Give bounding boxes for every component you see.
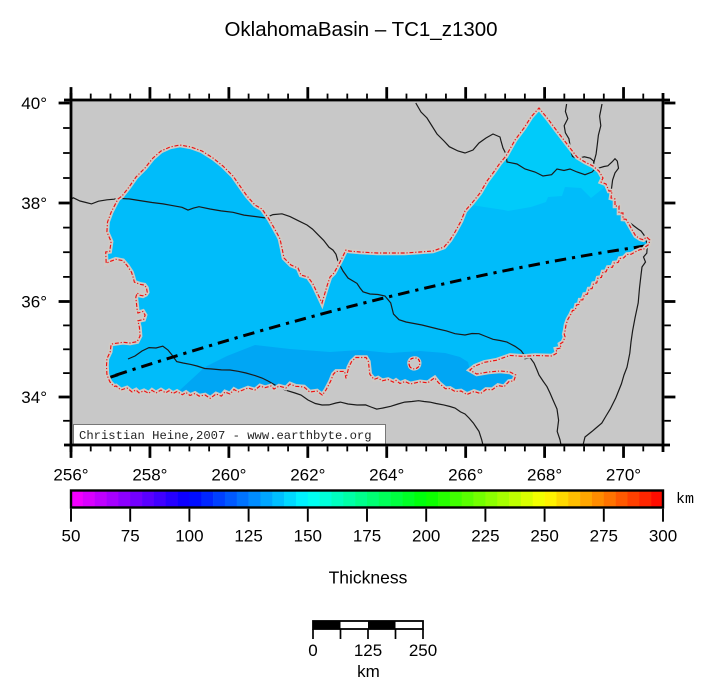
svg-text:256°: 256° [53,466,88,485]
svg-text:262°: 262° [290,466,325,485]
svg-text:34°: 34° [21,388,47,407]
svg-text:268°: 268° [527,466,562,485]
svg-text:250: 250 [409,641,437,660]
svg-text:38°: 38° [21,194,47,213]
svg-text:260°: 260° [211,466,246,485]
svg-text:Thickness: Thickness [329,568,408,588]
svg-text:km: km [357,662,380,681]
svg-text:75: 75 [121,527,140,546]
svg-text:Christian Heine,2007 - www.ear: Christian Heine,2007 - www.earthbyte.org [79,429,372,443]
svg-text:100: 100 [175,527,203,546]
svg-text:258°: 258° [132,466,167,485]
svg-text:300: 300 [649,527,677,546]
svg-text:200: 200 [412,527,440,546]
svg-text:125: 125 [234,527,262,546]
svg-text:150: 150 [294,527,322,546]
svg-text:125: 125 [354,641,382,660]
svg-text:36°: 36° [21,293,47,312]
svg-text:225: 225 [471,527,499,546]
svg-text:266°: 266° [448,466,483,485]
svg-text:0: 0 [308,641,317,660]
svg-text:175: 175 [353,527,381,546]
svg-text:km: km [676,491,694,508]
svg-text:264°: 264° [369,466,404,485]
svg-text:270°: 270° [606,466,641,485]
svg-text:40°: 40° [21,94,47,113]
svg-text:275: 275 [590,527,618,546]
svg-text:OklahomaBasin – TC1_z1300: OklahomaBasin – TC1_z1300 [224,18,497,41]
svg-text:50: 50 [62,527,81,546]
svg-text:250: 250 [530,527,558,546]
